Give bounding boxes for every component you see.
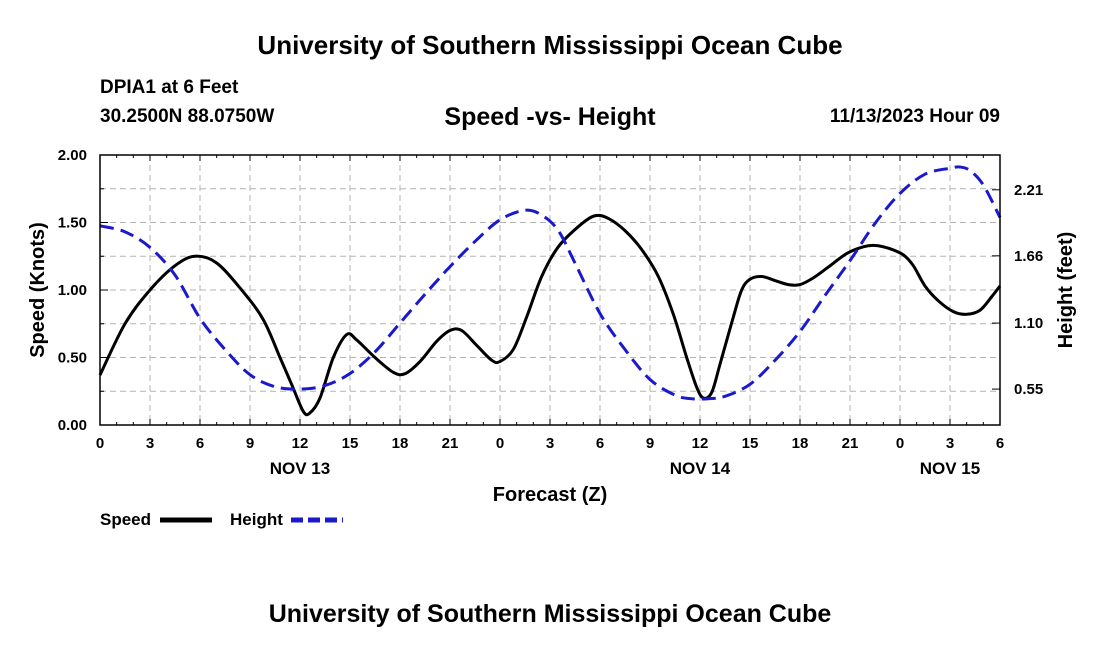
x-tick-label: 0 [96,435,104,452]
x-tick-label: 15 [342,435,359,452]
x-tick-label: 18 [792,435,809,452]
y-axis-label-left: Speed (Knots) [27,222,49,358]
x-tick-label: 0 [896,435,904,452]
date-label: NOV 13 [270,459,330,478]
y-tick-label-left: 1.50 [58,215,87,232]
series-line-height [99,165,1002,401]
x-tick-label: 3 [546,435,554,452]
x-tick-label: 15 [742,435,759,452]
x-tick-label: 9 [646,435,654,452]
x-tick-label: 6 [996,435,1004,452]
x-tick-label: 9 [246,435,254,452]
y-tick-label-right: 0.55 [1014,381,1043,398]
forecast-datetime: 11/13/2023 Hour 09 [829,106,1000,127]
y-tick-label-right: 1.66 [1014,248,1043,265]
series-lines [98,165,1002,417]
x-tick-label: 12 [692,435,709,452]
x-tick-label: 21 [842,435,859,452]
date-label: NOV 15 [920,459,980,478]
page-title: University of Southern Mississippi Ocean… [257,30,843,60]
x-tick-label: 3 [146,435,154,452]
y-tick-label-left: 2.00 [58,147,87,164]
y-tick-label-left: 1.00 [58,282,87,299]
y-axis-label-right: Height (feet) [1055,232,1077,349]
axes: 0 3 6 9 12 15 18 21 0 3 6 9 12 15 18 21 0 3 6 NOV 13 NOV 14 N… [58,147,1043,478]
legend: Speed Height [100,510,343,529]
date-label: NOV 14 [670,459,731,478]
series-line-speed [98,213,1002,417]
y-tick-label-left: 0.00 [58,417,87,434]
grid-lines [100,155,1000,425]
x-tick-label: 12 [292,435,309,452]
x-tick-label: 0 [496,435,504,452]
x-tick-label: 18 [392,435,409,452]
x-tick-label: 6 [196,435,204,452]
x-tick-label: 21 [442,435,459,452]
y-tick-label-right: 2.21 [1014,182,1043,199]
y-tick-label-right: 1.10 [1014,315,1043,332]
x-tick-label: 6 [596,435,604,452]
legend-label-height: Height [230,510,283,529]
footer-title: University of Southern Mississippi Ocean… [268,600,832,628]
legend-label-speed: Speed [100,510,151,529]
x-axis-label: Forecast (Z) [493,484,607,506]
chart-title: Speed -vs- Height [444,103,656,131]
x-tick-label: 3 [946,435,954,452]
y-tick-label-left: 0.50 [58,350,87,367]
station-label: DPIA1 at 6 Feet [100,77,239,98]
station-coordinates: 30.2500N 88.0750W [100,106,275,127]
